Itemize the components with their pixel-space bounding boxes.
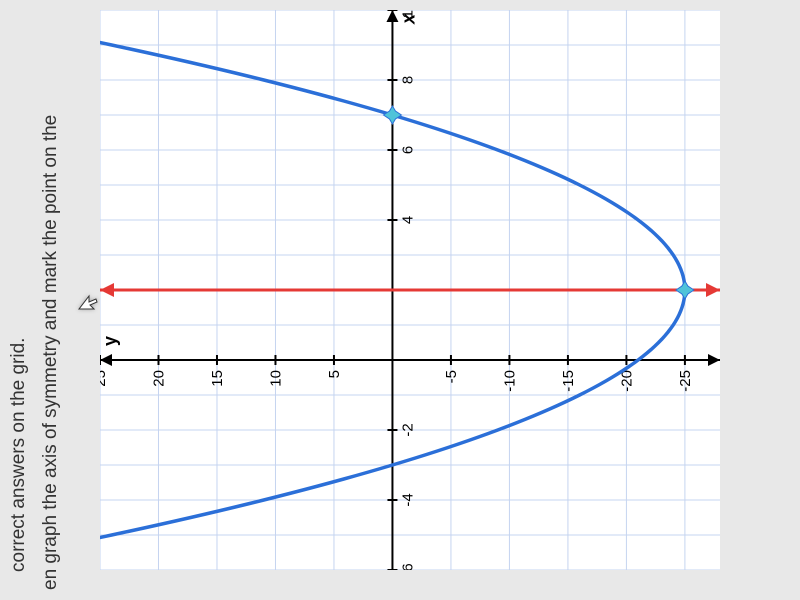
y-tick-label: -25 [677,370,694,392]
y-tick-label: -5 [443,370,460,383]
y-tick-label: 20 [150,370,167,387]
y-tick-label: 15 [209,370,226,387]
x-tick-label: 6 [399,146,416,154]
x-tick-label: -6 [399,563,416,570]
x-tick-label: -4 [399,493,416,506]
rotated-page: correct answers on the grid. en graph th… [0,0,800,600]
instruction-line-1: correct answers on the grid. [8,338,30,572]
x-tick-label: 8 [399,76,416,84]
y-tick-label: 5 [326,370,343,378]
y-tick-label: -15 [560,370,577,392]
y-tick-label: 10 [267,370,284,387]
chart-svg: 252015105-5-10-15-20-25-6-4-246810yx [100,10,720,570]
y-tick-label: -10 [501,370,518,392]
x-tick-label: 4 [399,216,416,224]
coordinate-chart: 252015105-5-10-15-20-25-6-4-246810yx [100,10,720,570]
x-tick-label: -2 [399,423,416,436]
mouse-cursor-icon [78,292,100,310]
y-axis-label: y [100,336,120,346]
x-axis-label: x [398,13,418,25]
instruction-line-2: en graph the axis of symmetry and mark t… [40,115,62,590]
y-tick-label: 25 [100,370,109,387]
